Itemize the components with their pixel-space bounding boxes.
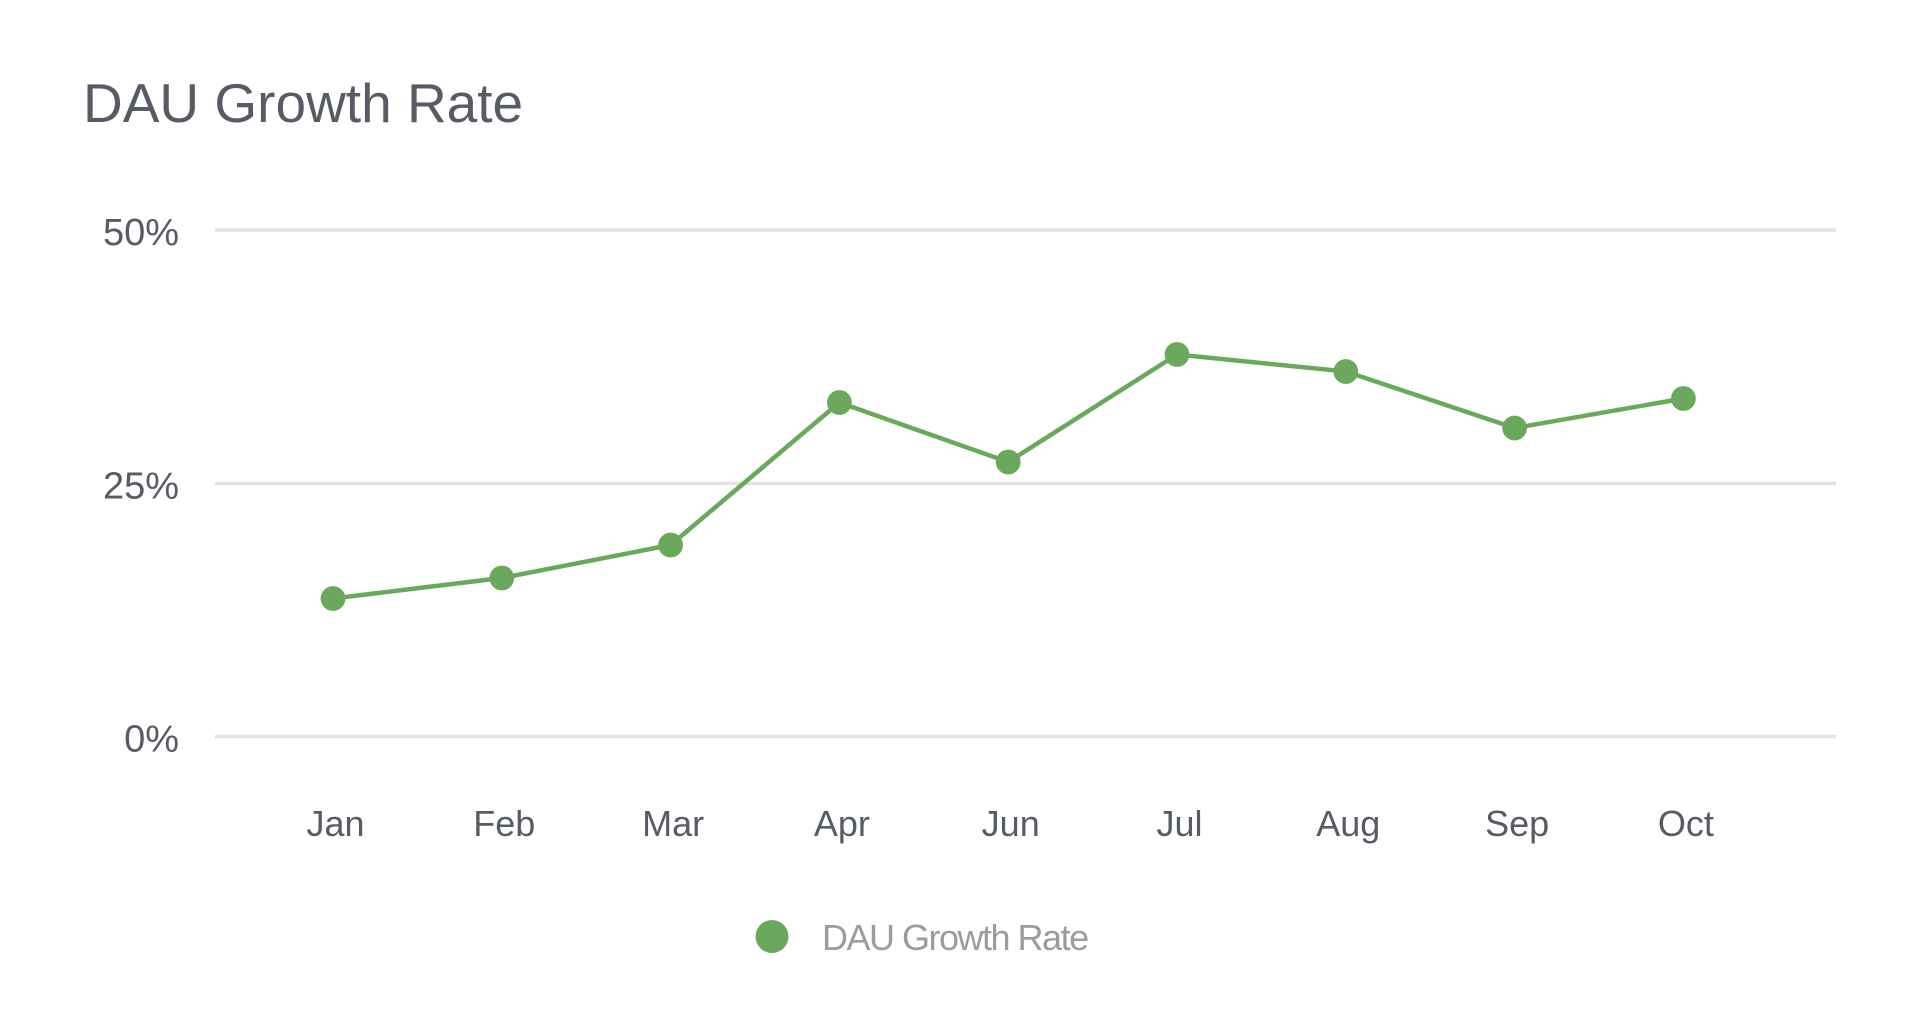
svg-text:Mar: Mar: [642, 803, 704, 844]
svg-text:DAU Growth Rate: DAU Growth Rate: [822, 917, 1088, 958]
svg-text:DAU Growth Rate: DAU Growth Rate: [83, 72, 523, 134]
svg-text:Jan: Jan: [306, 803, 364, 844]
svg-text:Jul: Jul: [1156, 803, 1202, 844]
svg-text:25%: 25%: [103, 466, 179, 508]
svg-text:Jun: Jun: [982, 803, 1040, 844]
svg-text:0%: 0%: [124, 719, 179, 761]
svg-text:Apr: Apr: [814, 803, 870, 844]
svg-text:50%: 50%: [103, 212, 179, 254]
svg-text:Aug: Aug: [1316, 803, 1380, 844]
svg-text:Oct: Oct: [1658, 803, 1714, 844]
svg-text:Sep: Sep: [1485, 803, 1549, 844]
svg-text:Feb: Feb: [473, 803, 535, 844]
